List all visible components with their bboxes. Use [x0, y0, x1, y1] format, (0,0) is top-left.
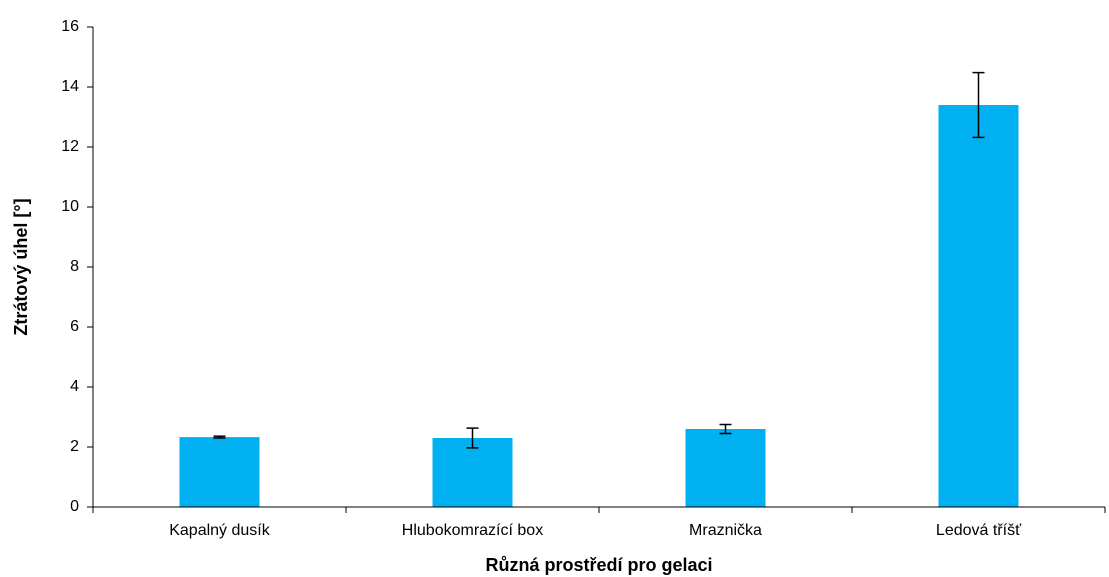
y-tick-label: 8 [70, 258, 79, 275]
y-tick-label: 14 [61, 78, 79, 95]
bar [938, 105, 1019, 507]
x-axis-title: Různá prostředí pro gelaci [485, 555, 712, 575]
error-bar [213, 435, 226, 439]
y-tick-label: 12 [61, 138, 79, 155]
x-tick-label: Kapalný dusík [169, 522, 271, 539]
bar [179, 437, 260, 507]
y-tick-label: 0 [70, 498, 79, 515]
bar [432, 438, 513, 507]
error-bar [719, 423, 732, 435]
y-tick-label: 10 [61, 198, 79, 215]
bar [685, 429, 766, 507]
y-tick-label: 16 [61, 18, 79, 35]
error-bar [466, 427, 479, 449]
y-tick-label: 4 [70, 378, 79, 395]
x-tick-label: Mraznička [689, 522, 762, 539]
x-tick-label: Hlubokomrazící box [402, 522, 543, 539]
error-bar [972, 71, 985, 139]
y-axis-title: Ztrátový úhel [°] [11, 198, 31, 335]
x-tick-label: Ledová tříšť [936, 522, 1022, 539]
y-tick-label: 2 [70, 438, 79, 455]
y-tick-label: 6 [70, 318, 79, 335]
